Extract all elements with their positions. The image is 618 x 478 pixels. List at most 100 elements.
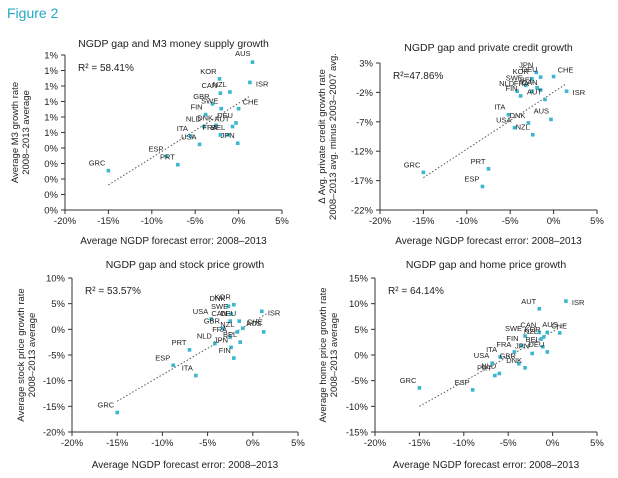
point-label-aus: AUS xyxy=(534,106,549,115)
data-point-fra xyxy=(228,335,232,339)
point-label-jpn: JPN xyxy=(214,335,228,344)
point-label-deu: DEU xyxy=(220,309,236,318)
data-point-esp xyxy=(480,184,485,189)
point-label-jpn: JPN xyxy=(515,341,529,350)
point-label-can: CAN xyxy=(211,309,227,318)
x-tick-label: 5% xyxy=(590,216,604,227)
data-point-gbr xyxy=(210,102,215,106)
chart-panel-stock-price: NGDP gap and stock price growth -20% -15% -… xyxy=(16,259,305,471)
point-label-dnk: DNK xyxy=(506,356,522,365)
y-axis-label: 2008–2013 average xyxy=(329,313,340,398)
data-point-kor xyxy=(530,77,534,81)
point-label-nld: NLD xyxy=(186,115,202,124)
y-axis-label: Δ Avg. private credit growth rate xyxy=(317,69,328,203)
data-point-grc xyxy=(115,410,119,415)
x-tick-label: 0% xyxy=(546,438,560,449)
point-label-isr: ISR xyxy=(256,79,269,88)
data-point-dnk xyxy=(526,121,531,125)
point-label-prt: PRT xyxy=(160,153,175,162)
data-point-nzl xyxy=(539,337,543,341)
y-tick-label: -10% xyxy=(346,402,369,413)
data-point-fra xyxy=(512,350,517,354)
point-label-swe: SWE xyxy=(211,302,228,311)
point-label-ita: ITA xyxy=(182,364,193,373)
data-point-nld xyxy=(497,371,502,376)
data-point-fin xyxy=(519,343,524,348)
data-point-deu xyxy=(237,319,242,323)
data-point-swe xyxy=(219,106,224,111)
point-label-fra: FRA xyxy=(212,325,227,334)
y-axis-label: Average M3 growth rate xyxy=(10,82,21,183)
x-tick-label: -20% xyxy=(61,438,84,449)
x-tick-label: -10% xyxy=(456,216,479,227)
data-point-bel xyxy=(238,340,242,344)
point-label-aut: AUT xyxy=(215,115,230,124)
data-point-nld xyxy=(202,124,206,129)
data-point-aus xyxy=(261,330,266,334)
x-tick-label: -20% xyxy=(369,216,392,227)
data-point-ita xyxy=(506,112,511,117)
data-point-kor xyxy=(217,77,222,81)
point-label-kor: KOR xyxy=(215,293,232,302)
data-point-aus xyxy=(549,117,553,122)
point-label-can: CAN xyxy=(520,320,536,329)
point-label-can: CAN xyxy=(522,78,538,87)
r-squared-annotation: R² = 53.57% xyxy=(85,286,141,297)
point-label-aus: AUS xyxy=(542,320,557,329)
y-tick-label: -2% xyxy=(356,88,373,99)
data-point-jpn xyxy=(534,70,539,75)
point-label-kor: KOR xyxy=(524,325,541,334)
data-point-che xyxy=(551,74,556,79)
point-label-esp: ESP xyxy=(155,353,170,362)
r-squared-annotation: R²=47.86% xyxy=(393,71,443,82)
point-label-aut: AUT xyxy=(521,297,536,306)
r-squared-annotation: R² = 64.14% xyxy=(388,286,444,297)
point-label-esp: ESP xyxy=(464,174,479,183)
chart-title: NGDP gap and home price growth xyxy=(406,259,566,271)
point-label-usa: USA xyxy=(193,307,208,316)
x-axis-label: Average NGDP forecast error: 2008–2013 xyxy=(393,460,580,471)
y-tick-label: 10% xyxy=(349,299,369,310)
point-label-nld: NLD xyxy=(499,79,515,88)
data-point-aus xyxy=(250,60,255,64)
point-label-fin: FIN xyxy=(219,346,231,355)
y-tick-label: 0% xyxy=(44,144,58,155)
y-tick-label: -12% xyxy=(351,147,374,158)
x-tick-label: -5% xyxy=(500,438,517,449)
x-tick-label: 5% xyxy=(275,216,289,227)
data-point-can xyxy=(228,319,232,323)
data-point-grc xyxy=(421,170,426,175)
y-tick-label: -15% xyxy=(43,402,66,413)
x-tick-label: -20% xyxy=(364,438,387,449)
y-tick-label: 0% xyxy=(44,175,58,186)
data-point-isr xyxy=(564,299,568,303)
point-label-aus: AUS xyxy=(235,49,250,58)
data-point-bel xyxy=(541,344,545,349)
point-label-isr: ISR xyxy=(268,308,281,317)
chart-title: NGDP gap and stock price growth xyxy=(106,259,265,271)
point-label-aus: AUS xyxy=(246,319,261,328)
point-label-fra: FRA xyxy=(514,79,529,88)
point-label-fra: FRA xyxy=(202,123,217,132)
point-label-usa: USA xyxy=(496,116,511,125)
chart-panel-private-credit: NGDP gap and private credit growth -22% -1… xyxy=(317,42,604,247)
y-tick-label: -7% xyxy=(356,117,373,128)
data-point-nzl xyxy=(235,330,240,334)
point-label-fra: FRA xyxy=(496,340,511,349)
y-tick-label: 0% xyxy=(44,190,58,201)
point-label-prt: PRT xyxy=(172,338,187,347)
figure-title: Figure 2 xyxy=(7,5,59,21)
data-point-bel xyxy=(226,133,230,137)
x-tick-label: -5% xyxy=(502,216,519,227)
point-label-kor: KOR xyxy=(200,67,217,76)
point-label-fin: FIN xyxy=(191,103,203,112)
point-label-fin: FIN xyxy=(506,84,518,93)
data-point-nld xyxy=(213,341,217,346)
data-point-esp xyxy=(171,363,176,368)
point-label-esp: ESP xyxy=(455,378,470,387)
point-label-jpn: JPN xyxy=(221,131,235,140)
point-label-bel: BEL xyxy=(520,76,534,85)
y-tick-label: -17% xyxy=(351,176,374,187)
data-point-isr xyxy=(248,80,252,85)
point-label-swe: SWE xyxy=(506,73,523,82)
